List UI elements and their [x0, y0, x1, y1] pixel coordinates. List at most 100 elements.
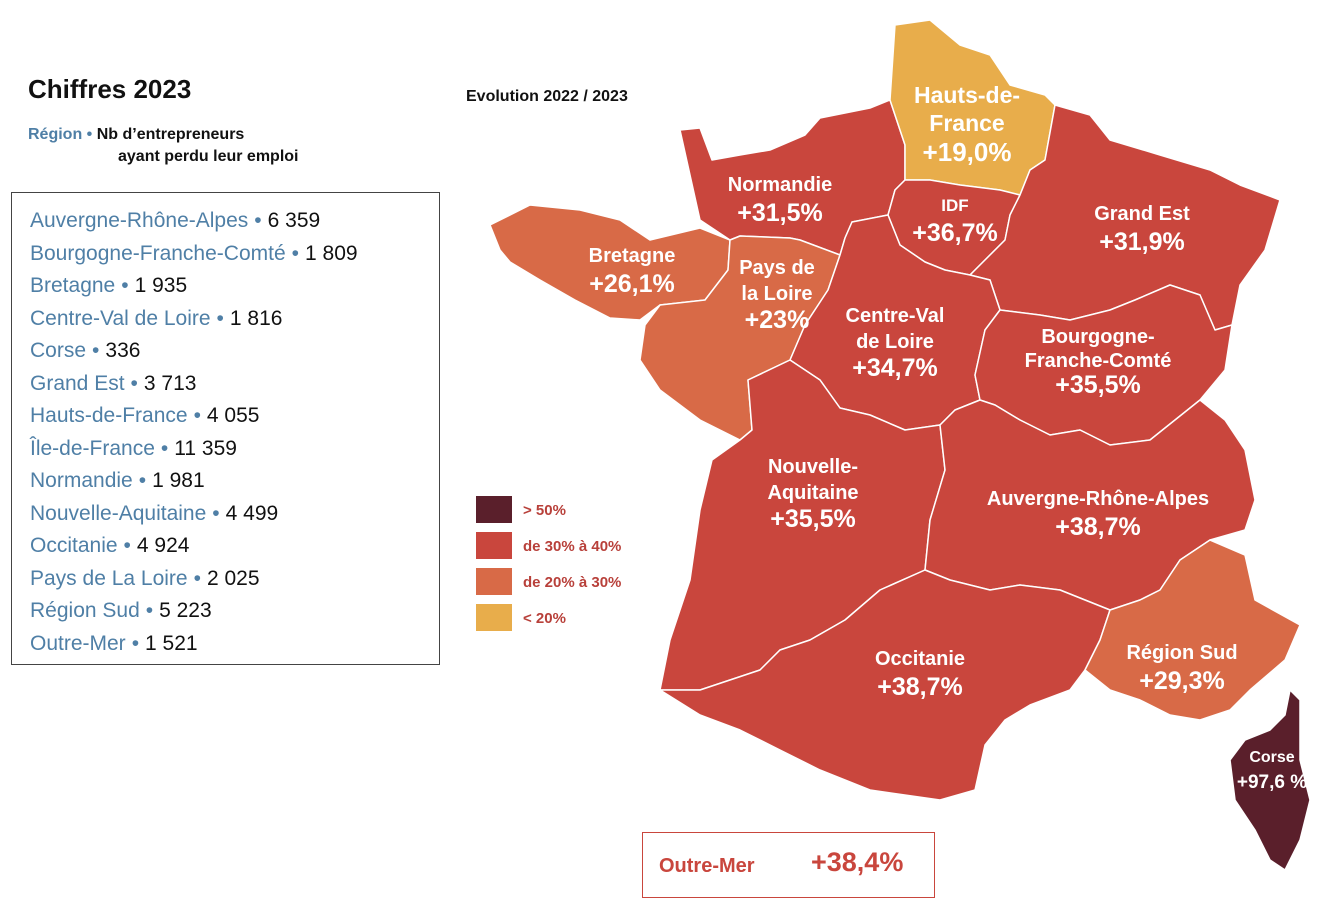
region-count-value: 4 924 — [136, 534, 190, 557]
region-count-item: Normandie • 1 981 — [30, 465, 439, 498]
region-name-naq: Aquitaine — [767, 482, 858, 504]
region-name-sud: Région Sud — [1126, 642, 1237, 664]
legend-label: > 50% — [523, 502, 566, 519]
region-count-item: Pays de La Loire • 2 025 — [30, 563, 439, 596]
region-count-name: Nouvelle-Aquitaine — [30, 501, 207, 525]
region-count-name: Grand Est — [30, 371, 125, 395]
chart-title: Chiffres 2023 — [28, 74, 192, 104]
region-count-separator: • — [131, 631, 140, 655]
region-evolution-ges: +31,9% — [1099, 228, 1185, 256]
region-count-item: Corse • 336 — [30, 335, 439, 368]
region-count-item: Région Sud • 5 223 — [30, 595, 439, 628]
region-shape-cor — [1229, 689, 1311, 871]
region-count-value: 2 025 — [206, 566, 260, 590]
region-evolution-hdf: +19,0% — [923, 137, 1012, 167]
region-count-value: 6 359 — [267, 209, 321, 232]
region-count-value: 3 713 — [143, 371, 197, 395]
region-evolution-naq: +35,5% — [770, 505, 856, 533]
region-count-separator: • — [193, 404, 201, 427]
region-count-value: 11 359 — [174, 436, 237, 460]
region-count-item: Outre-Mer • 1 521 — [30, 628, 439, 661]
region-evolution-bfc: +35,5% — [1055, 371, 1141, 399]
region-name-naq: Nouvelle- — [768, 456, 858, 478]
region-count-name: Bourgogne-Franche-Comté — [30, 241, 286, 265]
region-count-name: Hauts-de-France — [30, 404, 188, 427]
region-name-hdf: Hauts-de- — [914, 82, 1020, 108]
region-name-ara: Auvergne-Rhône-Alpes — [987, 488, 1209, 510]
legend-swatch — [476, 568, 512, 595]
region-count-name: Auvergne-Rhône-Alpes — [30, 209, 249, 232]
region-count-separator: • — [291, 241, 299, 265]
region-name-hdf: France — [929, 110, 1004, 136]
region-count-name: Normandie — [30, 469, 133, 492]
region-count-name: Région Sud — [30, 599, 140, 622]
region-count-list: Auvergne-Rhône-Alpes • 6 359 Bourgogne-Fran… — [12, 193, 439, 660]
region-count-separator: • — [138, 469, 147, 492]
region-count-separator: • — [130, 371, 138, 395]
region-count-item: Auvergne-Rhône-Alpes • 6 359 — [30, 205, 439, 238]
region-evolution-pdl: +23% — [745, 306, 810, 334]
list-subtitle: Région • Nb d’entrepreneurs ayant perdu … — [28, 124, 298, 168]
region-evolution-occ: +38,7% — [877, 673, 963, 701]
region-name-idf: IDF — [941, 196, 968, 215]
region-name-nor: Normandie — [728, 174, 832, 196]
region-count-value: 1 935 — [134, 274, 188, 297]
region-count-separator: • — [123, 534, 131, 557]
desc-line-2: ayant perdu leur emploi — [118, 148, 299, 165]
region-name-bfc: Bourgogne- — [1041, 326, 1154, 348]
region-name-occ: Occitanie — [875, 648, 965, 670]
region-count-box: Auvergne-Rhône-Alpes • 6 359 Bourgogne-Fran… — [11, 192, 440, 665]
region-evolution-bre: +26,1% — [589, 270, 675, 298]
region-count-name: Île-de-France — [30, 436, 155, 460]
region-count-item: Occitanie • 4 924 — [30, 530, 439, 563]
evolution-label: Evolution 2022 / 2023 — [466, 88, 628, 105]
region-name-bre: Bretagne — [589, 245, 676, 267]
region-name-bfc: Franche-Comté — [1025, 350, 1172, 372]
region-count-name: Occitanie — [30, 534, 118, 557]
region-count-item: Hauts-de-France • 4 055 — [30, 400, 439, 433]
region-evolution-idf: +36,7% — [912, 219, 998, 247]
region-count-value: 336 — [105, 339, 141, 362]
region-shape-sud — [1084, 539, 1301, 721]
region-count-name: Bretagne — [30, 274, 116, 297]
region-name-ges: Grand Est — [1094, 203, 1190, 225]
region-count-value: 1 521 — [145, 631, 198, 655]
region-evolution-cor: +97,6 % — [1237, 772, 1307, 793]
region-count-item: Bretagne • 1 935 — [30, 270, 439, 303]
region-count-name: Corse — [30, 339, 87, 362]
region-count-name: Centre-Val de Loire — [30, 306, 211, 330]
outre-mer-box: Outre-Mer +38,4% — [642, 832, 935, 898]
separator-dot: • — [86, 126, 93, 143]
region-name-cvl: Centre-Val — [846, 305, 945, 327]
region-label: Région — [28, 126, 83, 143]
legend-swatch — [476, 604, 512, 631]
region-count-name: Outre-Mer — [30, 631, 126, 655]
region-evolution-sud: +29,3% — [1139, 667, 1225, 695]
region-name-pdl: la Loire — [741, 283, 812, 305]
outre-mer-name: Outre-Mer — [659, 855, 755, 877]
region-count-separator: • — [216, 306, 224, 330]
region-count-name: Pays de La Loire — [30, 566, 188, 590]
region-count-separator: • — [193, 566, 201, 590]
region-count-value: 1 809 — [305, 241, 358, 265]
legend-swatch — [476, 496, 512, 523]
region-evolution-ara: +38,7% — [1055, 513, 1141, 541]
region-count-separator: • — [92, 339, 100, 362]
legend-label: de 20% à 30% — [523, 574, 622, 591]
region-count-value: 5 223 — [159, 599, 212, 622]
outre-mer-evolution: +38,4% — [811, 847, 904, 877]
region-name-cvl: de Loire — [856, 331, 934, 353]
region-count-item: Grand Est • 3 713 — [30, 368, 439, 401]
region-count-item: Centre-Val de Loire • 1 816 — [30, 303, 439, 336]
region-count-separator: • — [121, 274, 129, 297]
legend-swatch — [476, 532, 512, 559]
desc-line-1: Nb d’entrepreneurs — [96, 126, 245, 143]
region-count-separator: • — [212, 501, 220, 525]
region-count-item: Île-de-France • 11 359 — [30, 433, 439, 466]
region-count-value: 4 055 — [206, 404, 260, 427]
region-count-item: Nouvelle-Aquitaine • 4 499 — [30, 498, 439, 531]
region-count-value: 4 499 — [225, 501, 279, 525]
region-count-separator: • — [160, 436, 169, 460]
region-evolution-cvl: +34,7% — [852, 354, 938, 382]
